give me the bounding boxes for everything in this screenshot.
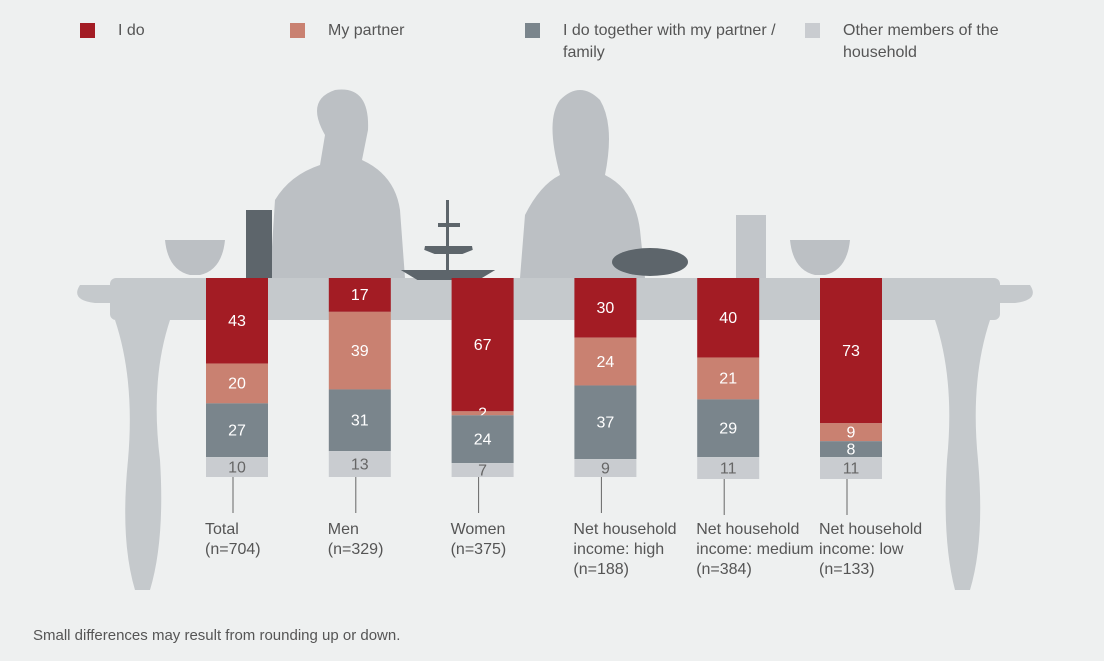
bar-segment [206, 278, 268, 364]
legend-label: Other members of the household [843, 22, 999, 61]
bar-segment [574, 385, 637, 460]
value-label: 43 [228, 313, 246, 330]
value-label: 2 [478, 406, 487, 423]
category-label: Men (n=329) [327, 521, 384, 558]
legend-swatch [290, 23, 305, 38]
category-label: Net household income: high (n=188) [573, 521, 677, 578]
category-label: Net household income: low (n=133) [819, 521, 923, 578]
value-label: 10 [228, 459, 246, 476]
bar-segment [206, 457, 268, 477]
value-label: 24 [597, 354, 615, 371]
bar-segment [697, 357, 760, 400]
value-label: 9 [601, 460, 610, 477]
bar-segment [697, 278, 760, 358]
bar-segment [697, 457, 760, 479]
category-label: Women (n=375) [450, 521, 507, 558]
bar-segment [328, 451, 391, 477]
value-label: 30 [597, 300, 615, 317]
value-label: 27 [228, 422, 246, 439]
bar-segment [451, 415, 514, 464]
value-label: 29 [719, 420, 737, 437]
category-label: Net household income: medium (n=384) [696, 521, 814, 578]
legend-label: I do together with my partner / family [563, 22, 776, 61]
bar-segment [451, 278, 514, 412]
value-label: 8 [847, 441, 856, 458]
footnote: Small differences may result from roundi… [33, 627, 401, 644]
legend-label: I do [118, 22, 145, 39]
bar-segment [206, 363, 268, 404]
bar-segment [574, 278, 637, 338]
bar-segment [328, 311, 391, 390]
bar-segment [574, 459, 637, 477]
value-label: 20 [228, 376, 246, 393]
value-label: 13 [351, 456, 369, 473]
bar-segment [451, 463, 514, 477]
bar-segment [328, 278, 391, 312]
bar-segment [206, 403, 268, 458]
bar-segment [820, 278, 882, 424]
value-label: 67 [474, 337, 492, 354]
value-label: 7 [478, 462, 487, 479]
value-label: 39 [351, 343, 369, 360]
legend-swatch [525, 23, 540, 38]
value-label: 17 [351, 287, 369, 304]
value-label: 9 [847, 424, 856, 441]
bar-segment [328, 389, 391, 452]
legend-swatch [805, 23, 820, 38]
category-label: Total (n=704) [205, 521, 261, 558]
value-label: 11 [720, 460, 737, 477]
legend-swatch [80, 23, 95, 38]
value-label: 40 [719, 310, 737, 327]
value-label: 73 [842, 343, 860, 360]
bar-segment [697, 399, 760, 458]
value-label: 21 [719, 371, 737, 388]
value-label: 31 [351, 413, 369, 430]
value-label: 24 [474, 431, 492, 448]
bar-segment [820, 457, 882, 479]
value-label: 11 [843, 460, 860, 477]
bar-segment [820, 423, 882, 442]
bar-segment [574, 337, 637, 386]
bar-segment [820, 441, 882, 458]
value-label: 37 [597, 414, 615, 431]
legend-label: My partner [328, 22, 405, 39]
bar-segment [451, 411, 514, 416]
